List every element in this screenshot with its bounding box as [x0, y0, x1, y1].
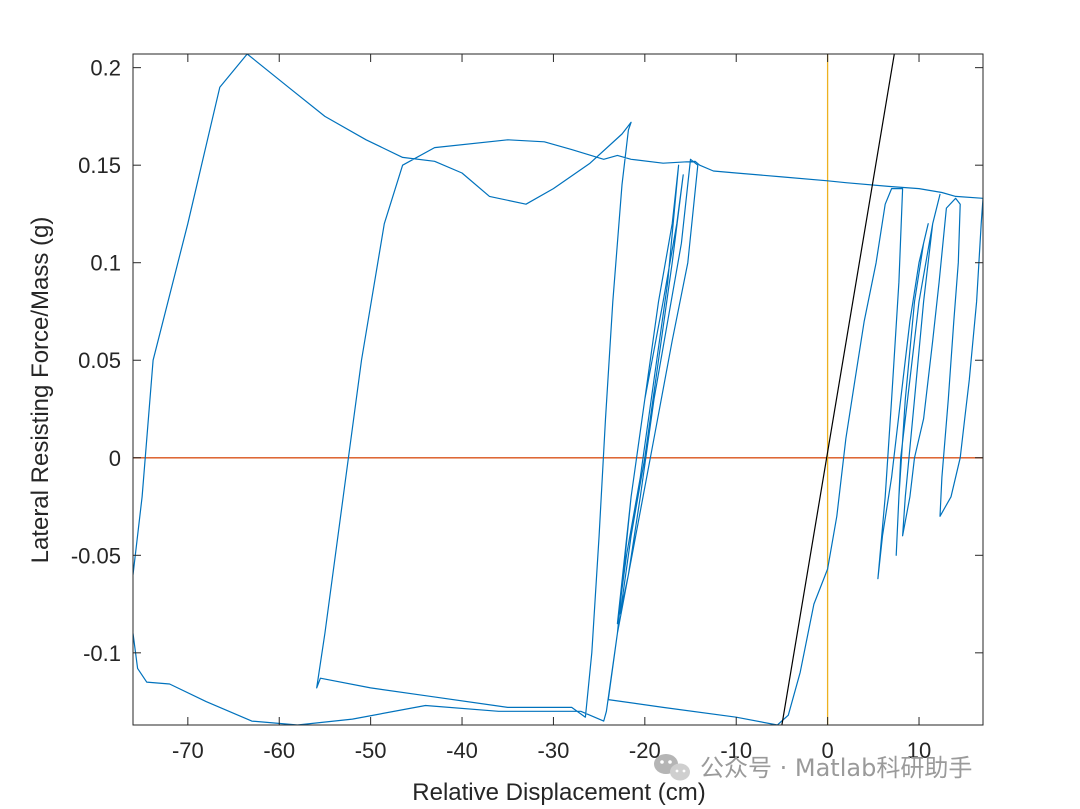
wechat-icon — [654, 754, 690, 781]
x-tick-label: -50 — [355, 738, 387, 763]
x-tick-label: -60 — [263, 738, 295, 763]
y-axis-label: Lateral Resisting Force/Mass (g) — [27, 217, 54, 564]
x-tick-label: -30 — [538, 738, 570, 763]
y-axis: -0.1 -0.05 0 0.05 0.1 0.15 0.2 — [71, 56, 983, 666]
x-tick-label: -70 — [172, 738, 204, 763]
watermark-text: 公众号 · Matlab科研助手 — [700, 754, 972, 782]
series-line-stiffness — [781, 54, 895, 725]
x-tick-label: 10 — [907, 738, 931, 763]
y-tick-label: 0.1 — [90, 251, 121, 276]
plot-frame — [132, 53, 984, 726]
y-tick-label: 0 — [109, 446, 121, 471]
plot-area — [132, 53, 984, 726]
x-tick-label: -40 — [446, 738, 478, 763]
x-axis: -70 -60 -50 -40 -30 -20 -10 0 10 — [172, 54, 931, 763]
series-line-hysteresis — [133, 54, 983, 725]
watermark: 公众号 · Matlab科研助手 — [654, 754, 972, 782]
y-tick-label: -0.1 — [83, 641, 121, 666]
x-axis-label: Relative Displacement (cm) — [412, 779, 705, 806]
series-group — [133, 54, 983, 725]
y-tick-label: -0.05 — [71, 543, 121, 568]
y-tick-label: 0.15 — [78, 153, 121, 178]
x-tick-label: -10 — [720, 738, 752, 763]
y-tick-label: 0.05 — [78, 348, 121, 373]
x-tick-label: -20 — [629, 738, 661, 763]
x-tick-label: 0 — [821, 738, 833, 763]
y-tick-label: 0.2 — [90, 56, 121, 81]
